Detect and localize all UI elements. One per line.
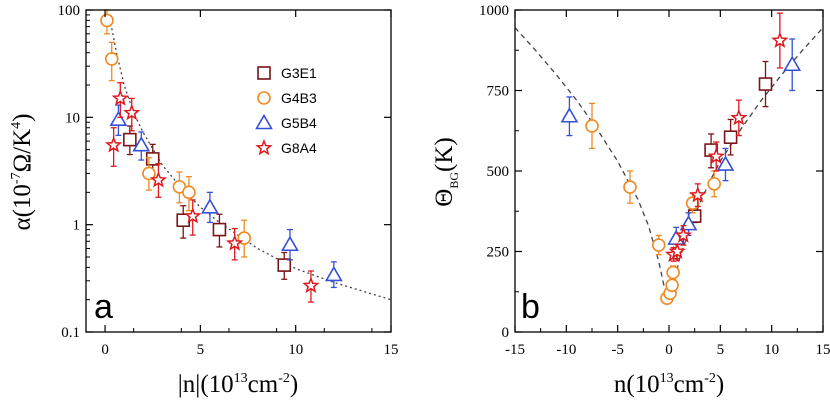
panel-a-point-g5b4 xyxy=(281,235,299,252)
panel-b-point-g4b3 xyxy=(665,278,679,293)
legend-marker-g3e1 xyxy=(257,66,271,80)
panel-a-point-g8a4 xyxy=(184,207,202,224)
panel-a-point-g3e1 xyxy=(145,152,160,166)
panel-b-point-g4b3 xyxy=(623,180,637,194)
panel-a-point-g5b4 xyxy=(109,110,128,127)
panel-a-y-axis-title: α(10-7Ω/K4) xyxy=(9,113,36,230)
panel-b-point-g3e1 xyxy=(723,130,738,144)
legend-label-g3e1: G3E1 xyxy=(281,65,317,81)
panel-a-point-g8a4 xyxy=(123,103,141,121)
panel-b-point-g8a4 xyxy=(674,226,693,243)
panel-b-letter: b xyxy=(521,288,540,326)
panel-a-point-g8a4 xyxy=(226,234,244,251)
panel-a-point-g3e1 xyxy=(277,258,292,272)
panel-b-point-g5b4 xyxy=(716,155,735,171)
panel-b-point-g8a4 xyxy=(730,108,748,126)
panel-b-point-g5b4 xyxy=(560,107,579,123)
panel-a-ticks: 0 5 10 15 0.1 1 10 100 xyxy=(58,3,399,358)
panel-b-x-tick-label: 10 xyxy=(764,342,779,358)
panel-a-x-tick-label: 10 xyxy=(288,342,303,358)
legend-label-g5b4: G5B4 xyxy=(281,115,317,131)
panel-a-x-axis-title: |n|(1013cm-2) xyxy=(178,371,298,398)
panel-b-y-tick-label: 1000 xyxy=(479,3,509,19)
panel-b-x-tick-label: -10 xyxy=(556,342,576,358)
panel-b-data-marks xyxy=(514,12,824,305)
panel-b-point-g4b3 xyxy=(666,265,680,280)
panel-a-y-tick-label: 1 xyxy=(73,218,81,234)
panel-b-x-tick-label: -5 xyxy=(611,342,624,358)
panel-a-point-g8a4 xyxy=(104,136,123,153)
panel-a-point-g4b3 xyxy=(100,13,114,28)
panel-a-y-tick-label: 100 xyxy=(58,3,81,19)
panel-b-x-tick-label: 0 xyxy=(665,342,673,358)
panel-b-x-tick-label: 15 xyxy=(816,342,830,358)
legend: G3E1 G4B3 G5B4 G8A4 xyxy=(255,65,317,156)
panel-a-point-g5b4 xyxy=(132,136,151,152)
panel-a-point-g8a4 xyxy=(302,276,320,294)
panel-a-frame xyxy=(85,9,392,333)
panel-b-x-axis-title: n(1013cm-2) xyxy=(614,371,724,398)
panel-b-y-tick-label: 250 xyxy=(487,245,510,261)
panel-b-y-tick-label: 500 xyxy=(487,164,510,180)
panel-b-point-g4b3 xyxy=(585,119,599,133)
panel-b-y-tick-label: 0 xyxy=(502,325,510,341)
panel-a-x-tick-label: 15 xyxy=(384,342,399,358)
panel-a-x-tick-label: 0 xyxy=(101,342,109,358)
panel-b-y-tick-label: 750 xyxy=(487,84,510,100)
panel-b-point-g8a4 xyxy=(689,186,707,203)
panel-a-x-tick-label: 5 xyxy=(197,342,205,358)
panel-b-point-g8a4 xyxy=(707,147,725,164)
legend-label-g8a4: G8A4 xyxy=(281,140,317,156)
panel-b-point-g3e1 xyxy=(758,77,773,91)
panel-a-point-g4b3 xyxy=(142,166,156,181)
panel-a-point-g3e1 xyxy=(212,222,227,237)
panel-a-y-tick-label: 10 xyxy=(65,110,80,126)
panel-a-point-g8a4 xyxy=(111,89,129,106)
panel-a-letter: a xyxy=(94,288,113,326)
panel-a-data-marks xyxy=(100,9,392,303)
panel-a-point-g3e1 xyxy=(123,132,137,147)
panel-a-point-g4b3 xyxy=(182,185,196,200)
panel-a-point-g5b4 xyxy=(201,198,219,214)
panel-a-y-tick-label: 0.1 xyxy=(61,325,80,341)
panel-a-point-g5b4 xyxy=(324,265,343,282)
panel-b-x-tick-label: -15 xyxy=(505,342,525,358)
panel-b: -15 -10 -5 0 5 10 15 0 250 500 750 1000 b n(1013cm-… xyxy=(431,3,830,398)
panel-b-point-g8a4 xyxy=(668,242,686,259)
legend-marker-g5b4 xyxy=(255,113,273,130)
legend-marker-g4b3 xyxy=(257,91,271,105)
panel-b-point-g4b3 xyxy=(651,238,666,252)
panel-a-point-g8a4 xyxy=(149,171,168,188)
panel-b-point-g8a4 xyxy=(771,31,789,48)
legend-label-g4b3: G4B3 xyxy=(281,90,317,106)
panel-a-point-g4b3 xyxy=(104,52,119,66)
panel-b-point-g5b4 xyxy=(783,55,802,72)
panel-b-point-g4b3 xyxy=(707,177,721,191)
legend-marker-g8a4 xyxy=(255,138,273,156)
panel-b-x-tick-label: 5 xyxy=(717,342,725,358)
panel-b-y-axis-title: ΘBG(K) xyxy=(431,137,461,206)
panel-b-ticks: -15 -10 -5 0 5 10 15 0 250 500 750 1000 xyxy=(479,3,830,358)
panel-a: 0 5 10 15 0.1 1 10 100 a G3E1 G4B3 G5B4 G8A4 |n|(1… xyxy=(9,3,399,398)
